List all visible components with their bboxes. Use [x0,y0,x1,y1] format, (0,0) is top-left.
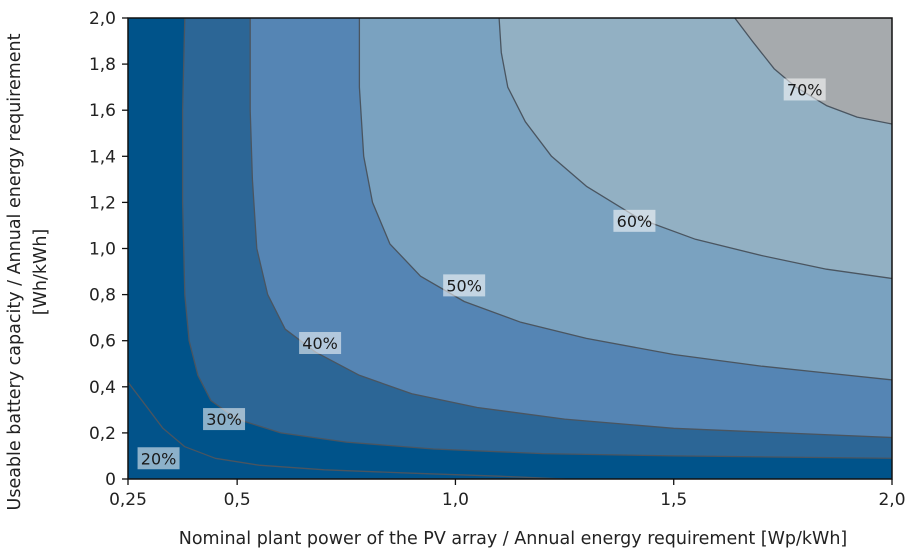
contour-label-background [203,408,246,431]
y-axis-title-line1: Useable battery capacity / Annual energy… [5,33,25,510]
contour-labels: 20% 30% 40% 50% 60% 70% [137,78,826,470]
x-axis: 0,25 0,5 1,0 1,5 2,0 [109,479,906,510]
contour-label-1: 20% [137,447,180,470]
contour-label-text: 40% [302,334,338,353]
contour-label-text: 50% [446,276,482,295]
contour-region-6 [734,18,892,124]
y-tick-label: 0,2 [89,424,116,444]
contour-label-background [613,209,656,232]
contour-label-4: 50% [443,274,486,297]
contour-label-text: 30% [206,410,242,429]
y-tick-label: 1,4 [89,147,116,167]
contour-label-background [443,274,486,297]
contour-label-3: 40% [299,332,342,355]
contour-line-1 [128,381,565,479]
x-tick-label: 0,25 [109,490,147,510]
contour-label-5: 60% [613,209,656,232]
contour-line-5 [498,18,892,280]
y-tick-label: 0 [105,470,116,490]
y-axis: 0 0,2 0,4 0,6 0,8 1,0 1,2 1,4 1,6 1,8 2,0 [89,9,128,490]
contour-label-text: 60% [617,212,653,231]
y-tick-label: 1,0 [89,240,116,260]
contour-label-text: 70% [787,80,823,99]
contour-label-2: 30% [203,408,246,431]
y-tick-label: 1,2 [89,193,116,213]
y-tick-label: 2,0 [89,9,116,29]
y-tick-label: 0,4 [89,378,116,398]
x-tick-label: 0,5 [224,490,251,510]
contour-regions [128,18,892,479]
y-tick-label: 1,6 [89,101,116,121]
contour-label-6: 70% [783,78,826,101]
contour-label-background [299,332,342,355]
contour-label-background [137,447,180,470]
contour-label-text: 20% [141,449,177,468]
contour-line-4 [358,18,892,381]
x-axis-title: Nominal plant power of the PV array / An… [179,529,848,549]
x-tick-label: 1,0 [442,490,469,510]
contour-label-background [783,78,826,101]
y-tick-label: 1,8 [89,55,116,75]
y-tick-label: 0,6 [89,332,116,352]
y-tick-label: 0,8 [89,286,116,306]
x-tick-label: 2,0 [878,490,905,510]
contour-line-3 [249,18,892,439]
y-axis-title-line2: [Wh/kWh] [31,229,51,315]
x-tick-label: 1,5 [660,490,687,510]
